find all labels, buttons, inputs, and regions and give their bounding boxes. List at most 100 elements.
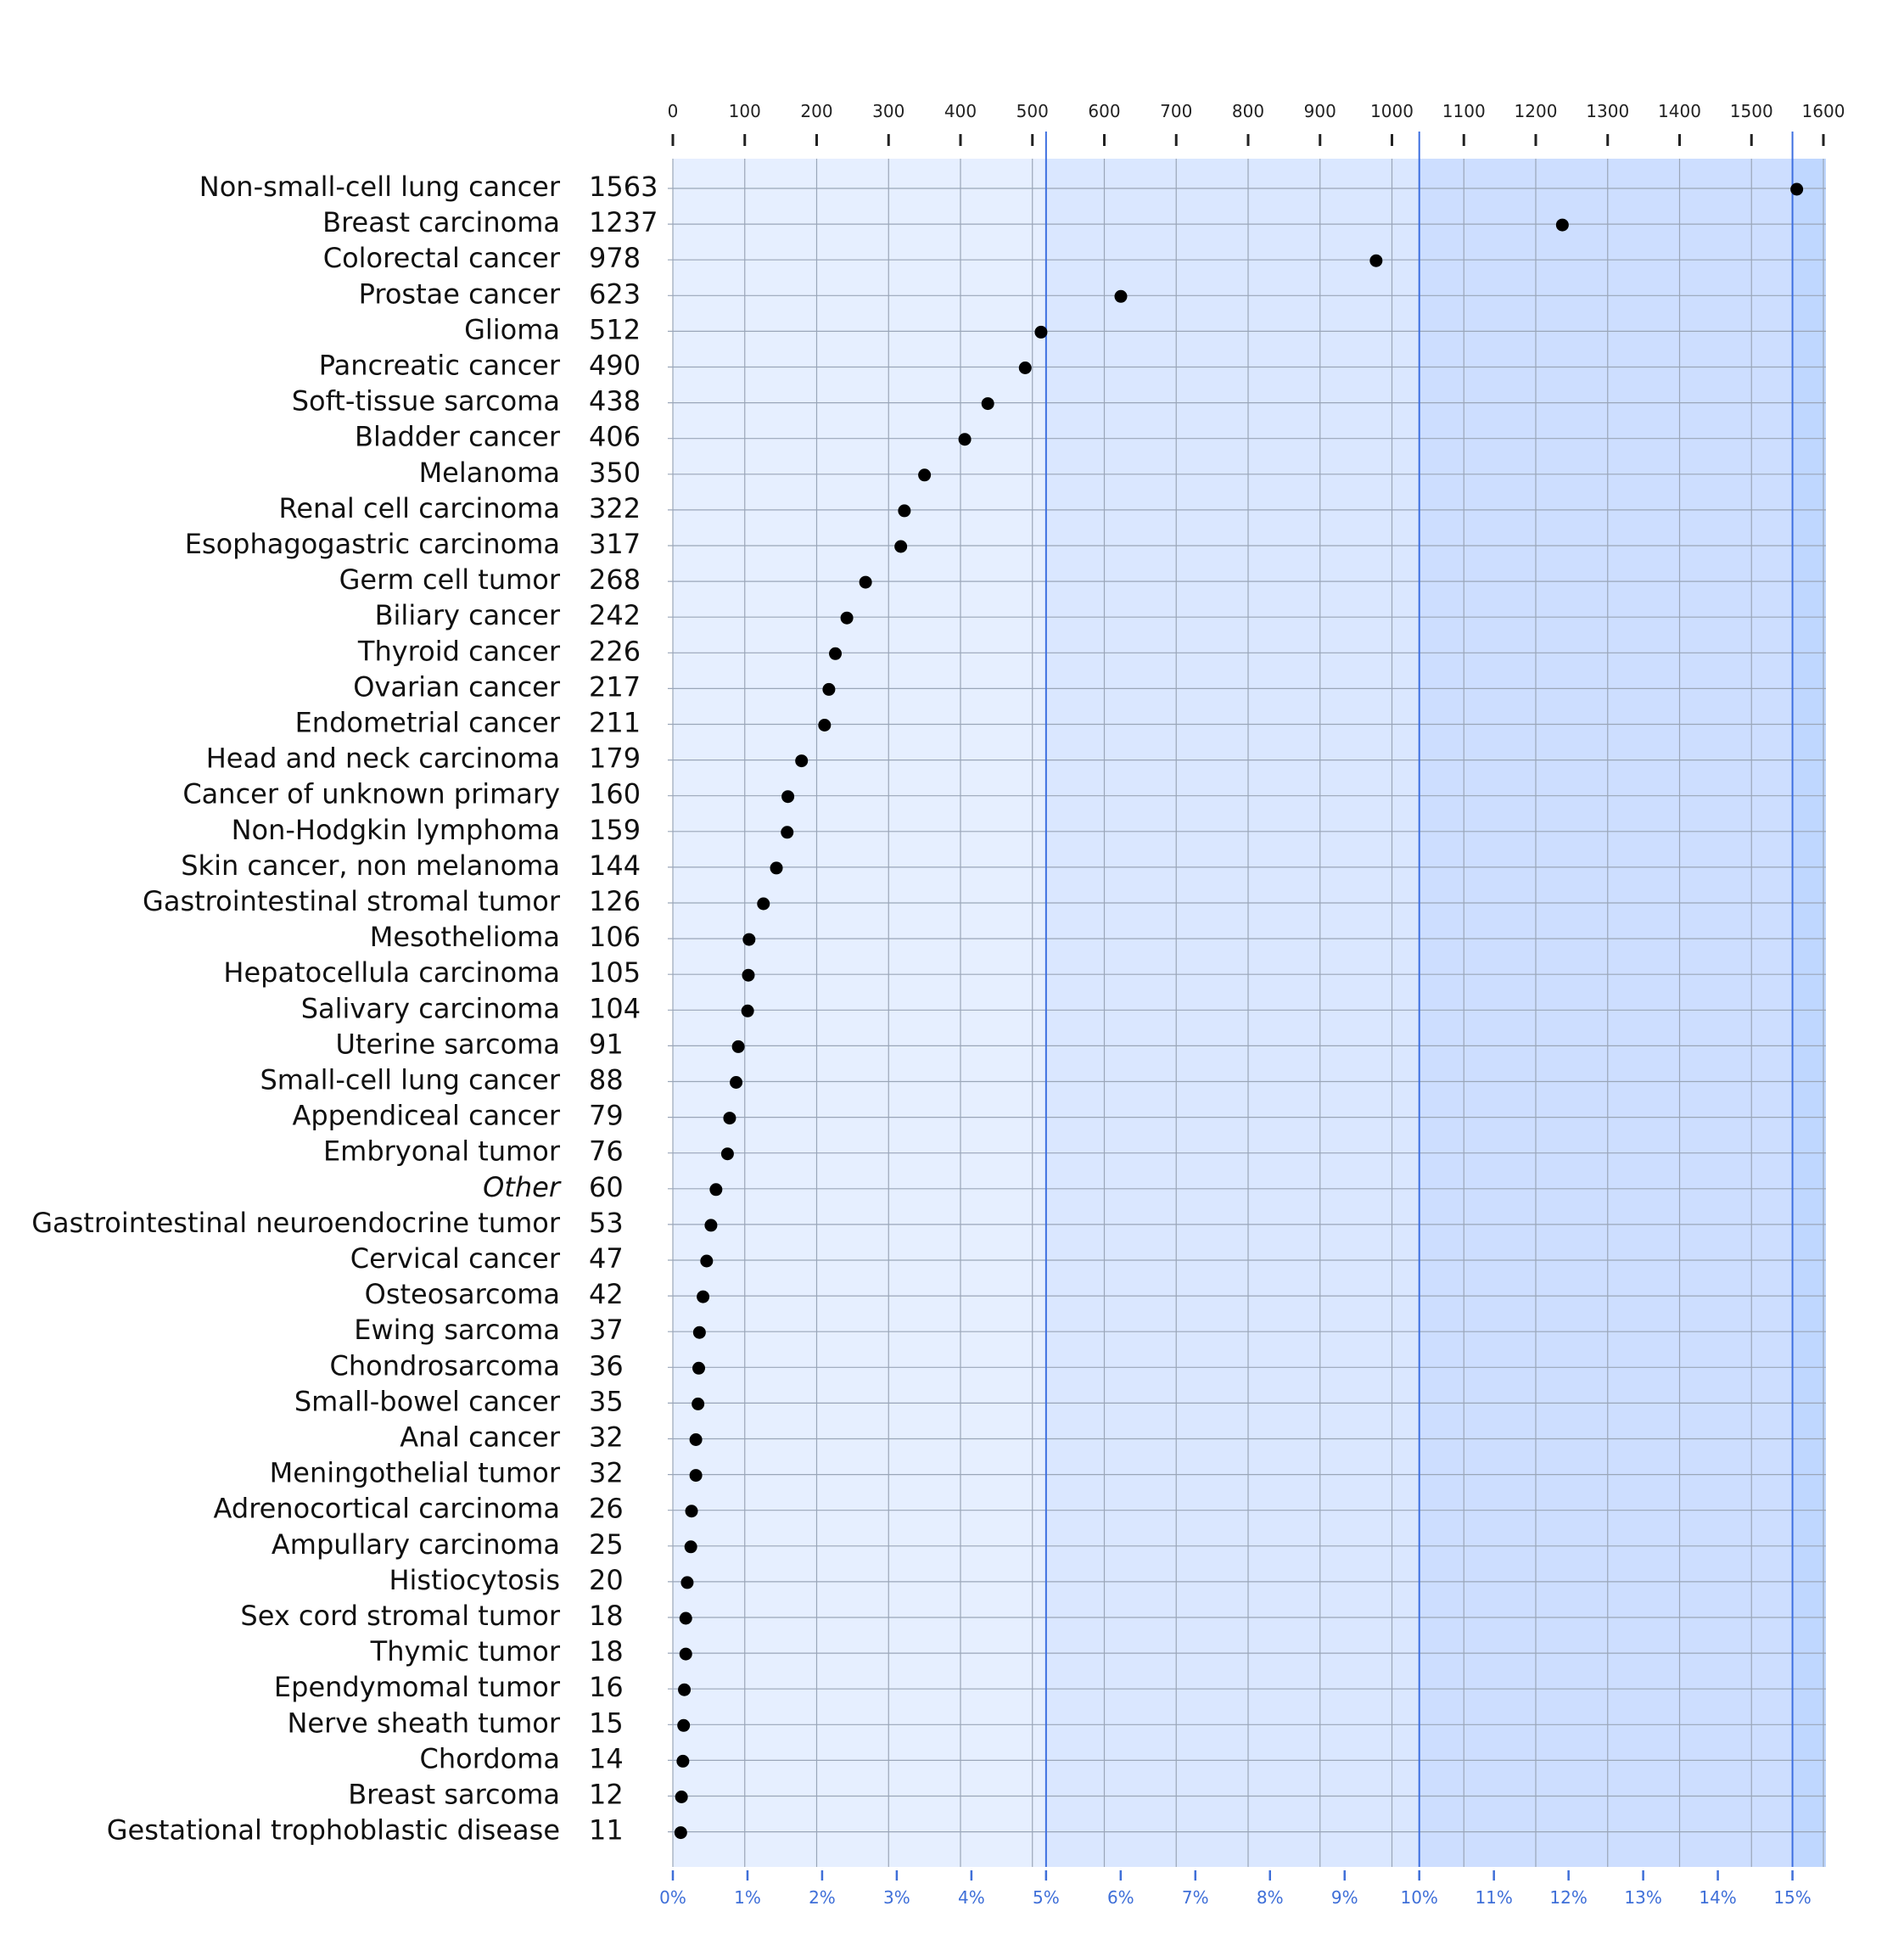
data-point: [677, 1718, 691, 1732]
value-label: 105: [589, 956, 641, 989]
value-label: 76: [589, 1135, 624, 1168]
data-point: [689, 1469, 703, 1483]
top-tick-label: 1600: [1802, 101, 1845, 121]
top-tick-label: 200: [800, 101, 832, 121]
category-label: Pancreatic cancer: [319, 350, 561, 382]
category-label: Osteosarcoma: [365, 1278, 560, 1310]
category-label: Head and neck carcinoma: [206, 743, 560, 775]
category-label: Salivary carcinoma: [301, 992, 560, 1024]
top-tick-label: 1000: [1370, 101, 1414, 121]
category-label: Ependymomal tumor: [274, 1671, 561, 1703]
data-point: [770, 861, 783, 875]
value-label: 11: [589, 1814, 624, 1847]
category-label: Small-bowel cancer: [294, 1385, 561, 1417]
top-tick-label: 1400: [1658, 101, 1701, 121]
top-tick-label: 100: [729, 101, 761, 121]
value-label: 14: [589, 1742, 624, 1774]
data-point: [894, 540, 908, 553]
value-label: 350: [589, 457, 641, 489]
data-point: [1555, 218, 1569, 232]
top-tick-label: 1500: [1730, 101, 1773, 121]
value-label: 623: [589, 277, 641, 310]
bottom-tick-label: 3%: [883, 1887, 910, 1908]
category-label: Breast sarcoma: [348, 1779, 560, 1811]
value-label: 18: [589, 1600, 624, 1632]
category-label: Ovarian cancer: [353, 670, 561, 703]
data-point: [731, 1040, 745, 1053]
value-label: 126: [589, 885, 641, 917]
data-point: [1018, 362, 1032, 374]
value-label: 32: [589, 1421, 624, 1454]
category-rows: Non-small-cell lung cancer 1563 Breast car…: [31, 171, 658, 1847]
top-tick-label: 400: [944, 101, 977, 121]
value-label: 32: [589, 1457, 624, 1489]
value-label: 47: [589, 1242, 624, 1275]
value-label: 160: [589, 778, 641, 810]
bottom-tick-label: 11%: [1475, 1887, 1512, 1908]
data-point: [700, 1254, 714, 1268]
category-label: Ampullary carcinoma: [272, 1528, 560, 1561]
bottom-tick-label: 2%: [809, 1887, 836, 1908]
category-label: Uterine sarcoma: [335, 1028, 560, 1060]
value-label: 322: [589, 492, 641, 524]
data-point: [898, 504, 911, 518]
category-label: Histiocytosis: [389, 1564, 560, 1596]
data-point: [781, 826, 794, 839]
category-label: Gestational trophoblastic disease: [107, 1814, 560, 1847]
value-label: 217: [589, 670, 641, 703]
data-point: [918, 468, 932, 482]
category-label: Other: [483, 1171, 562, 1203]
data-point: [1114, 289, 1128, 303]
bottom-percent-axis: 0% 1% 2% 3% 4% 5% 6% 7% 8% 9% 10% 11% 12% 13% 14% 15%: [659, 1870, 1812, 1908]
category-label: Renal cell carcinoma: [279, 492, 560, 524]
top-tick-label: 600: [1088, 101, 1120, 121]
category-label: Chordoma: [420, 1742, 560, 1774]
value-label: 16: [589, 1671, 624, 1703]
data-point: [795, 754, 809, 768]
value-label: 406: [589, 421, 641, 453]
value-label: 25: [589, 1528, 624, 1561]
value-label: 88: [589, 1064, 624, 1096]
value-label: 159: [589, 814, 641, 846]
value-label: 60: [589, 1171, 624, 1203]
value-label: 978: [589, 242, 641, 274]
data-point: [1369, 254, 1383, 267]
category-label: Appendiceal cancer: [292, 1100, 560, 1132]
data-point: [723, 1112, 736, 1125]
value-label: 438: [589, 385, 641, 418]
band-1: [1045, 159, 1420, 1867]
category-label: Esophagogastric carcinoma: [185, 528, 560, 560]
percent-band-lines: [1044, 132, 1794, 1867]
category-label: Melanoma: [419, 457, 560, 489]
category-label: Meningothelial tumor: [270, 1457, 561, 1489]
category-label: Soft-tissue sarcoma: [292, 385, 560, 418]
top-count-axis: 0 100 200 300 400 500 600 700 800 900 1000 1100 1200…: [668, 101, 1845, 146]
percent-bands: [673, 159, 1826, 1867]
horizontal-gridlines: [668, 188, 1826, 1833]
data-point: [692, 1397, 705, 1410]
data-point: [680, 1576, 694, 1589]
top-tick-label: 1100: [1442, 101, 1486, 121]
top-tick-label: 500: [1016, 101, 1049, 121]
data-point: [840, 611, 854, 625]
data-point: [692, 1326, 706, 1339]
top-tick-label: 1200: [1515, 101, 1558, 121]
value-label: 242: [589, 599, 641, 631]
value-label: 79: [589, 1100, 624, 1132]
category-label: Sex cord stromal tumor: [240, 1600, 560, 1632]
bottom-tick-label: 8%: [1257, 1887, 1284, 1908]
top-tick-label: 900: [1304, 101, 1336, 121]
category-label: Gastrointestinal neuroendocrine tumor: [31, 1207, 561, 1239]
data-point: [676, 1754, 690, 1768]
category-label: Thyroid cancer: [357, 635, 561, 667]
data-point: [675, 1791, 688, 1803]
category-label: Skin cancer, non melanoma: [181, 849, 560, 882]
value-label: 12: [589, 1779, 624, 1811]
value-label: 512: [589, 313, 641, 345]
category-label: Endometrial cancer: [295, 707, 561, 739]
data-point: [818, 719, 832, 731]
value-label: 226: [589, 635, 641, 667]
data-point: [829, 647, 843, 660]
band-0: [673, 159, 1046, 1867]
